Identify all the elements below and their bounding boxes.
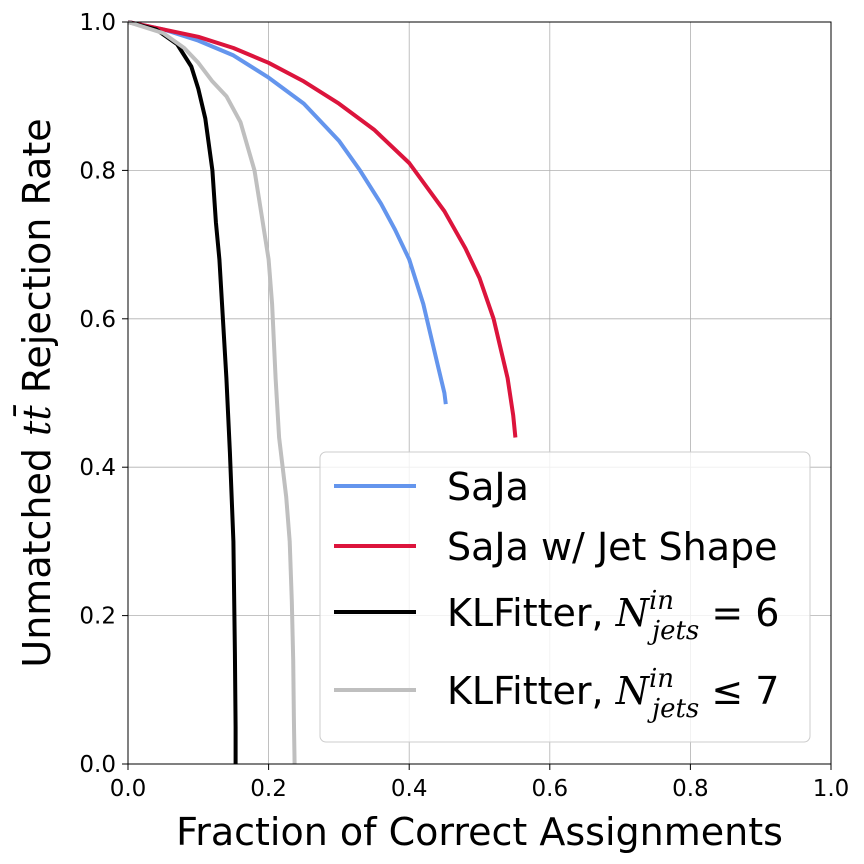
y-tick-label: 1.0 <box>79 10 116 36</box>
ticks: 0.0 0.2 0.4 0.6 0.8 1.0 0.0 0.2 0.4 0.6 0.8 1.0 <box>79 10 849 802</box>
y-axis-label-suffix: Rejection Rate <box>15 118 59 405</box>
legend-label-prefix: KLFitter, <box>447 591 616 635</box>
x-tick-label: 0.8 <box>672 776 709 802</box>
legend-label-subscript: jets <box>647 694 699 724</box>
legend-label-subscript: jets <box>647 616 699 646</box>
y-tick-label: 0.2 <box>79 604 116 630</box>
x-tick-label: 0.2 <box>250 776 287 802</box>
legend-box <box>319 451 811 743</box>
series-line-0 <box>127 20 448 405</box>
legend-label-operator: ≤ 7 <box>699 669 779 713</box>
legend-label-text: SaJa w/ Jet Shape <box>447 525 778 569</box>
legend-label-text: SaJa <box>447 465 529 509</box>
y-tick-label: 0.0 <box>79 752 116 778</box>
y-axis-label-math: tt̄ <box>14 404 59 436</box>
y-tick-label: 0.8 <box>79 158 116 184</box>
x-tick-label: 0.4 <box>391 776 428 802</box>
legend-label-1: SaJa w/ Jet Shape <box>447 525 778 569</box>
legend-label-prefix: KLFitter, <box>447 669 616 713</box>
x-axis-label: Fraction of Correct Assignments <box>176 810 783 854</box>
x-tick-label: 1.0 <box>813 776 850 802</box>
legend-label-superscript: in <box>649 664 674 694</box>
series-line-3 <box>127 20 297 765</box>
legend-label-superscript: in <box>649 586 674 616</box>
series-layer <box>127 20 518 765</box>
legend-label-2: KLFitter, Nin jets = 6 <box>447 586 779 646</box>
legend-label-0: SaJa <box>447 465 529 509</box>
legend-label-3: KLFitter, Nin jets ≤ 7 <box>447 664 779 724</box>
x-tick-label: 0.0 <box>110 776 147 802</box>
y-tick-label: 0.4 <box>79 455 116 481</box>
legend-label-operator: = 6 <box>699 591 779 635</box>
series-line-2 <box>127 20 238 764</box>
y-axis-label: Unmatched tt̄ Rejection Rate <box>14 118 59 667</box>
y-tick-label: 0.6 <box>79 307 116 333</box>
axes-frame <box>127 21 832 765</box>
series-line-1 <box>127 20 518 438</box>
x-tick-label: 0.6 <box>532 776 569 802</box>
legend-label-symbol: N <box>615 591 651 635</box>
y-axis-label-prefix: Unmatched <box>15 436 59 668</box>
grid <box>127 21 832 765</box>
legend-label-symbol: N <box>615 669 651 713</box>
